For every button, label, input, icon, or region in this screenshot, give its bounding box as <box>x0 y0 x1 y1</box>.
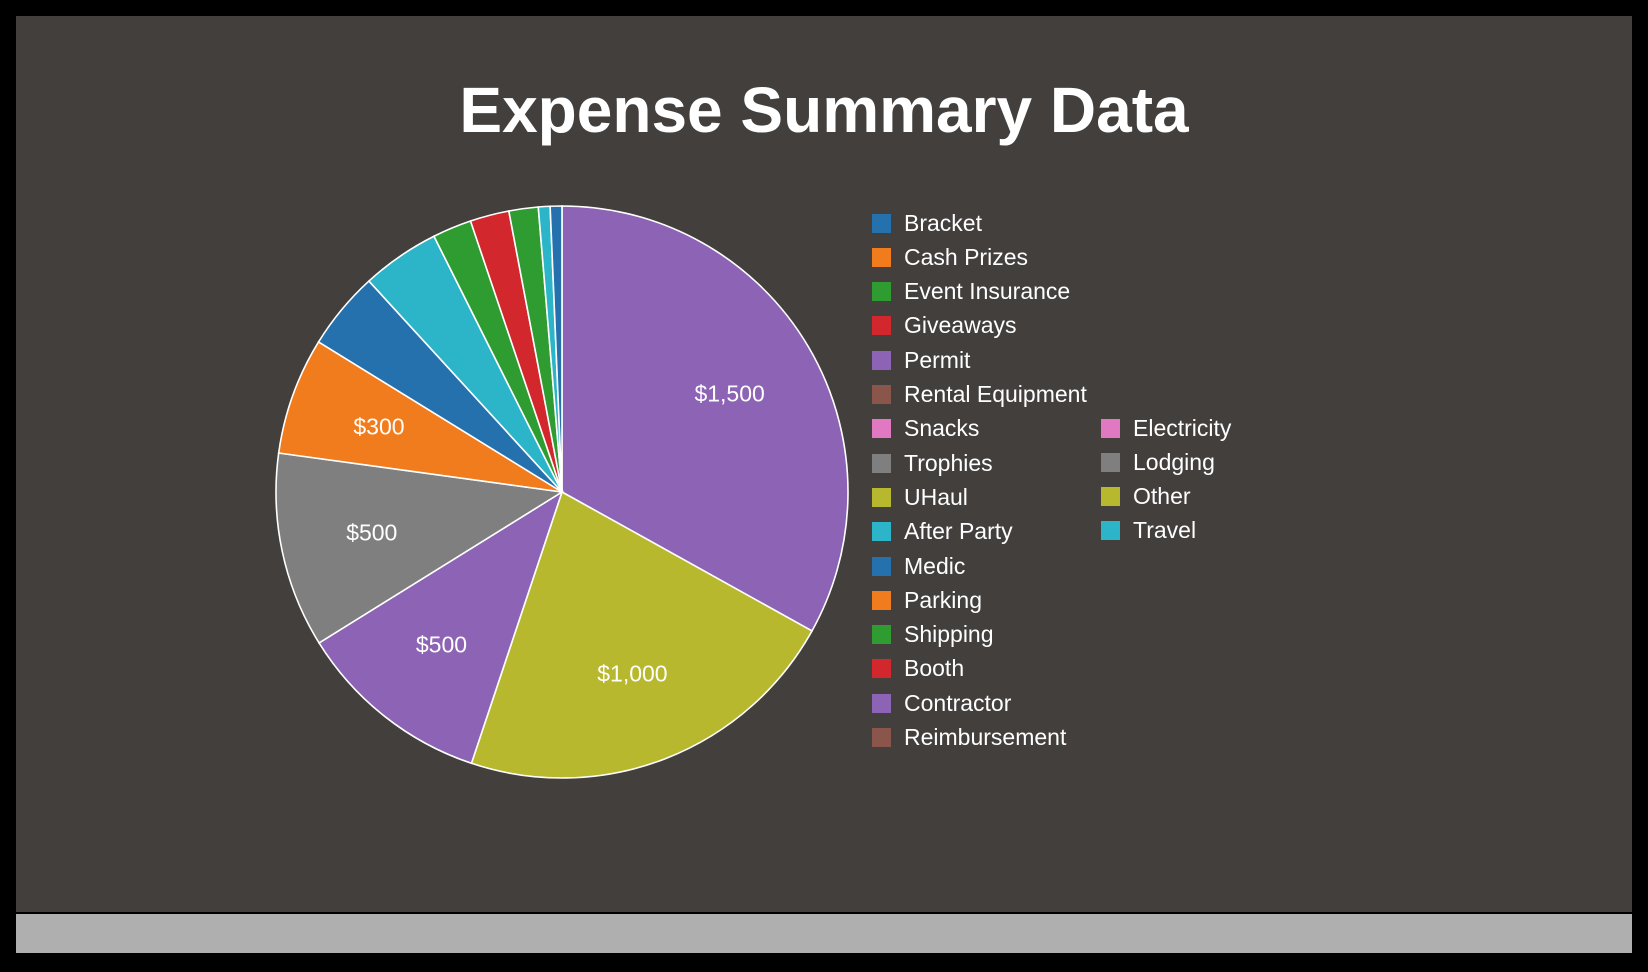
legend-label: Parking <box>904 586 982 613</box>
legend-label: Electricity <box>1133 414 1232 441</box>
legend-label: Other <box>1133 483 1191 510</box>
legend-swatch <box>872 659 891 679</box>
legend-swatch <box>872 282 891 302</box>
legend-label: Reimbursement <box>904 724 1067 750</box>
legend-swatch <box>872 556 891 576</box>
pie-chart: $1,500 $1,000 $500 $500 $300 <box>275 205 849 779</box>
slice-data-label: $1,500 <box>694 380 764 406</box>
slice-data-label: $500 <box>416 632 467 658</box>
legend-swatch <box>1101 487 1120 507</box>
legend-item-bracket: Bracket <box>872 209 982 237</box>
legend-item-event-insurance: Event Insurance <box>872 278 1070 306</box>
chart-title: Expense Summary Data <box>459 74 1189 146</box>
legend-swatch <box>1101 521 1120 541</box>
legend-item-cash-prizes: Cash Prizes <box>872 243 1028 271</box>
legend-label: Giveaways <box>904 312 1017 339</box>
legend-label: Booth <box>904 655 965 682</box>
legend-label: Snacks <box>904 415 980 442</box>
legend-swatch <box>872 419 891 439</box>
legend-swatch <box>1101 452 1120 472</box>
chart-panel: Expense Summary Data $1,500 $1,000 $500 $50… <box>16 16 1632 912</box>
legend-swatch <box>872 213 891 233</box>
legend-item-booth: Booth <box>872 655 964 683</box>
legend-swatch <box>872 247 891 267</box>
legend-swatch <box>872 693 891 713</box>
legend-item-giveaways: Giveaways <box>872 312 1016 340</box>
pie-slice-uhaul <box>470 490 814 779</box>
legend-swatch <box>872 453 891 473</box>
legend-swatch <box>872 625 891 645</box>
legend-item-contractor: Contractor <box>872 689 1011 717</box>
legend-label: Lodging <box>1133 448 1215 475</box>
pie-slice-cash-prizes <box>277 340 563 493</box>
legend-item-permit: Permit <box>872 346 970 374</box>
legend-label: Event Insurance <box>904 278 1071 305</box>
pie-slices <box>275 205 849 779</box>
legend-swatch <box>872 385 891 404</box>
legend-label: UHaul <box>904 483 968 510</box>
legend-item-lodging: Lodging <box>1101 448 1215 476</box>
legend-label: Permit <box>904 346 971 373</box>
legend-swatch <box>872 487 891 507</box>
legend-item-uhaul: UHaul <box>872 483 968 511</box>
legend-label: Bracket <box>904 209 982 236</box>
legend-swatch <box>1101 418 1120 438</box>
slice-data-label: $500 <box>346 519 397 545</box>
legend-item-shipping: Shipping <box>872 621 994 649</box>
pie-slice-contractor <box>317 490 564 765</box>
legend-swatch <box>872 728 891 747</box>
legend-label: Contractor <box>904 689 1012 716</box>
legend-swatch <box>872 316 891 336</box>
slice-data-label: $1,000 <box>597 660 667 686</box>
bottom-status-bar <box>16 914 1632 953</box>
legend-label: Trophies <box>904 449 993 476</box>
legend-label: Rental Equipment <box>904 381 1087 407</box>
legend-label: After Party <box>904 518 1013 545</box>
legend-item-rental-equipment: Rental Equipment <box>872 381 1087 409</box>
legend-item-snacks: Snacks <box>872 415 979 443</box>
legend-swatch <box>872 522 891 542</box>
legend-item-medic: Medic <box>872 552 965 580</box>
legend-item-electricity: Electricity <box>1101 414 1231 442</box>
pie-slice-medic <box>549 205 563 493</box>
legend-item-other: Other <box>1101 483 1191 511</box>
legend-label: Medic <box>904 552 966 579</box>
legend-item-after-party: After Party <box>872 518 1013 546</box>
pie-data-labels: $1,500 $1,000 $500 $500 $300 <box>346 380 765 686</box>
legend-label: Shipping <box>904 621 994 648</box>
slice-data-label: $300 <box>353 413 404 439</box>
legend-item-trophies: Trophies <box>872 449 993 477</box>
legend-item-parking: Parking <box>872 586 982 614</box>
legend-item-reimbursement: Reimbursement <box>872 724 1066 752</box>
pie-slice-trophies <box>275 452 565 645</box>
legend-label: Travel <box>1133 517 1197 544</box>
pie-slice-permit <box>561 205 849 633</box>
legend-label: Cash Prizes <box>904 243 1028 270</box>
legend-swatch <box>872 590 891 610</box>
legend-item-travel: Travel <box>1101 517 1196 545</box>
legend-swatch <box>872 350 891 370</box>
